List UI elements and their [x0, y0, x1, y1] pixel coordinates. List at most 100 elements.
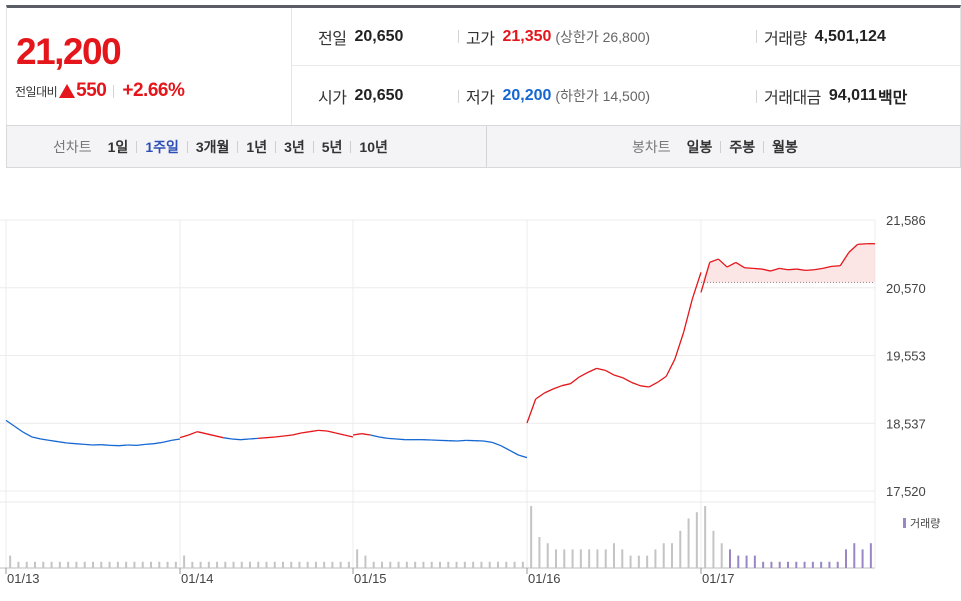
stats-row-2: 시가 20,650 저가 20,200 (하한가 14,500) 거래대금 94…: [292, 67, 960, 125]
divider: [186, 140, 188, 153]
price-line-segment: [171, 438, 181, 441]
price-line-segment: [379, 436, 388, 439]
low-value: 20,200: [502, 87, 552, 104]
price-line-segment: [318, 429, 328, 432]
volume-bar: [83, 561, 86, 568]
volume-bar: [439, 561, 441, 568]
line-chart-title: 선차트: [53, 138, 92, 155]
volume-bar: [414, 561, 417, 568]
volume-bar: [613, 543, 615, 568]
volume-bar: [869, 543, 872, 568]
divider: [350, 140, 352, 153]
price-line-segment: [14, 425, 24, 433]
price-line-segment: [40, 438, 50, 441]
volume-bar: [158, 561, 161, 568]
x-tick-label: 01/15: [354, 571, 387, 586]
high-label: 고가: [466, 30, 495, 48]
divider: [458, 89, 459, 103]
price-line-segment: [657, 375, 667, 383]
tab-daily-candle[interactable]: 일봉: [686, 138, 713, 155]
price-line-segment: [396, 438, 406, 441]
x-tick-label: 01/13: [7, 571, 40, 586]
tab-weekly-candle[interactable]: 주봉: [729, 138, 756, 155]
volume-bar: [116, 561, 119, 568]
volume-bar: [762, 561, 765, 568]
volume-bar: [306, 561, 309, 568]
amount-label: 거래대금: [764, 90, 821, 107]
price-line-segment: [326, 430, 336, 434]
price-line-segment: [301, 431, 310, 434]
price-line-segment: [509, 449, 519, 456]
volume-bar: [845, 549, 847, 568]
price-line-segment: [770, 267, 780, 272]
price-line-segment: [153, 441, 163, 445]
volume-bar: [42, 561, 45, 568]
volume-bar: [356, 549, 359, 568]
volume-bar: [207, 561, 210, 568]
tab-10y[interactable]: 10년: [359, 138, 388, 155]
volume-bar: [538, 537, 541, 568]
tab-1w[interactable]: 1주일: [145, 138, 179, 155]
price-line-segment: [848, 243, 859, 253]
price-line-segment: [240, 438, 250, 441]
price-line-segment: [544, 388, 554, 394]
volume-bar: [183, 555, 186, 568]
price-line-segment: [188, 431, 198, 436]
volume-bar: [472, 561, 475, 568]
price-line-segment: [266, 436, 276, 439]
lower-limit: (하한가 14,500): [555, 88, 651, 104]
price-line-segment: [223, 437, 232, 440]
volume-bar: [521, 561, 524, 568]
line-chart-tabs: 선차트 1일 1주일 3개월 1년 3년 5년 10년: [7, 126, 487, 167]
price-line-segment: [700, 262, 711, 293]
price-line-segment: [744, 267, 754, 270]
tab-monthly-candle[interactable]: 월봉: [772, 138, 798, 155]
volume-bar: [729, 549, 731, 568]
volume-bar: [174, 561, 177, 568]
volume-bar: [820, 561, 823, 568]
volume-bar: [141, 561, 144, 568]
volume-bar: [125, 561, 128, 568]
price-line-segment: [275, 435, 284, 438]
price-line-segment: [49, 439, 59, 443]
volume-bar: [588, 549, 591, 568]
volume-bar: [273, 561, 276, 568]
low-label: 저가: [466, 90, 495, 107]
price-line-segment: [483, 440, 493, 443]
volume-bar: [704, 506, 707, 568]
price-line-segment: [787, 268, 797, 271]
price-line-segment: [197, 431, 207, 435]
price-line-segment: [631, 381, 641, 387]
tab-1y[interactable]: 1년: [246, 138, 268, 155]
volume-bar: [455, 561, 458, 568]
tab-5y[interactable]: 5년: [321, 138, 343, 155]
price-line-segment: [292, 432, 302, 436]
tab-3m[interactable]: 3개월: [195, 138, 230, 155]
price-line-segment: [796, 268, 806, 272]
price-change: 전일대비 550 +2.66%: [15, 80, 185, 102]
volume-bar: [662, 543, 665, 568]
volume-bar: [687, 518, 690, 568]
volume-bar: [34, 561, 36, 568]
price-line-segment: [58, 441, 67, 444]
volume-bar: [100, 561, 103, 568]
volume-bar: [828, 561, 831, 568]
chart-grid: [0, 219, 876, 574]
change-value: 550: [76, 80, 107, 101]
divider: [237, 140, 239, 153]
price-lines: [5, 243, 875, 459]
volume-bar: [745, 555, 748, 568]
tab-3y[interactable]: 3년: [284, 138, 305, 155]
volume-bar: [555, 549, 557, 568]
price-line-segment: [136, 443, 146, 446]
tab-1d[interactable]: 1일: [107, 138, 129, 155]
volume-bar: [753, 555, 756, 568]
volume-bar: [787, 561, 789, 568]
volume-bar: [75, 561, 78, 568]
change-label: 전일대비: [15, 84, 58, 99]
price-chart[interactable]: 21,586 20,570 19,553 18,537 17,520 01/13 01/14…: [0, 180, 961, 600]
price-line-segment: [839, 252, 850, 267]
price-line-segment: [552, 385, 563, 390]
current-price: 21,200: [16, 31, 122, 72]
volume-bar: [488, 561, 491, 568]
